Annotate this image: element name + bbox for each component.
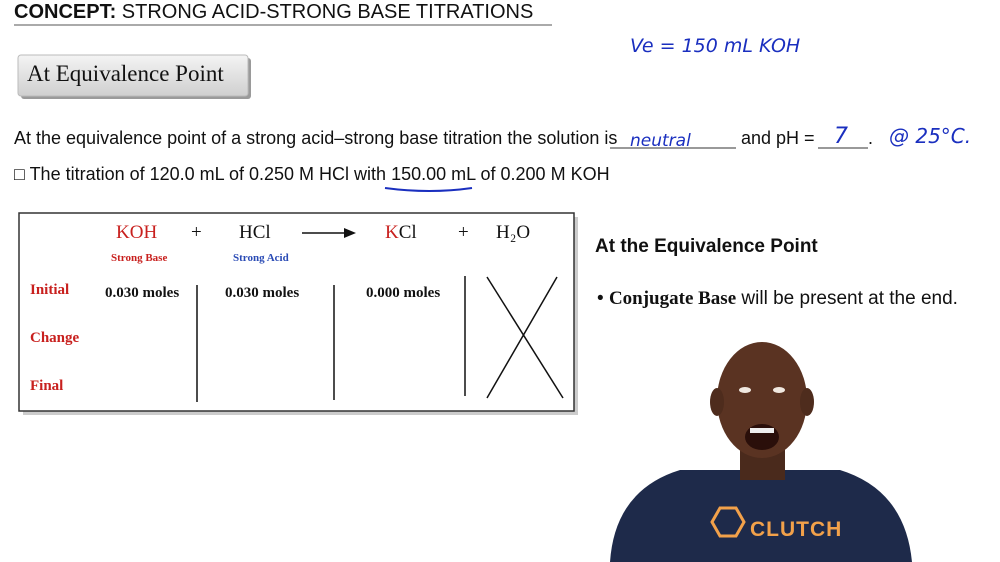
answer-solution: neutral [630,131,691,151]
cell: 0.030 moles [105,285,180,301]
problem-highlight: 150.00 mL [391,164,476,184]
cell: 0.000 moles [366,285,441,301]
species: HCl [239,222,271,243]
checkbox: □ [14,164,25,184]
header-label: CONCEPT: [14,1,117,23]
species: KCl [385,222,417,244]
problem-text: of 0.200 M KOH [480,164,610,184]
species: H₂O [496,222,531,243]
species-label: Strong Base [111,252,168,264]
section-box [17,54,249,97]
bullet: • [597,288,604,309]
cell: 0.030 moles [225,285,300,301]
statement-ph: and pH = [741,128,815,148]
reaction-arrowhead [344,228,356,238]
problem: □ The titration of 120.0 mL of 0.250 M H… [14,164,610,185]
problem-text: The titration of 120.0 mL of 0.250 M HCl… [29,164,387,184]
temperature-note: @ 25°C. [889,124,972,148]
row-label: Change [30,330,80,346]
notes-title: At the Equivalence Point [595,236,818,257]
table-box [18,212,575,412]
answer-ph: 7 [834,124,848,149]
shirt-logo: CLUTCH [750,518,843,541]
notes-term: Conjugate Base [608,288,737,309]
statement-text: At the equivalence point of a strong aci… [14,128,618,148]
plus: + [191,222,202,243]
notes-text: will be present at the end. [741,288,958,309]
row-label: Initial [30,282,70,298]
statement-end: . [868,128,874,148]
plus: + [458,222,469,243]
salt-cation: K [385,222,399,243]
header-title: STRONG ACID-STRONG BASE TITRATIONS [121,1,534,23]
salt-anion: Cl [398,222,417,243]
cross-out [486,276,558,399]
notes-bullet: • Conjugate Base will be present at the … [597,288,958,310]
row-label: Final [30,378,64,394]
underline-mark [384,187,473,192]
presenter [610,342,912,562]
header: CONCEPT: STRONG ACID-STRONG BASE TITRATI… [14,1,533,24]
handwritten-annotation: Ve = 150 mL KOH [630,35,801,57]
section-title: At Equivalence Point [27,61,224,86]
cross-out [486,276,564,399]
species: KOH [116,222,158,243]
species-label: Strong Acid [233,252,289,264]
